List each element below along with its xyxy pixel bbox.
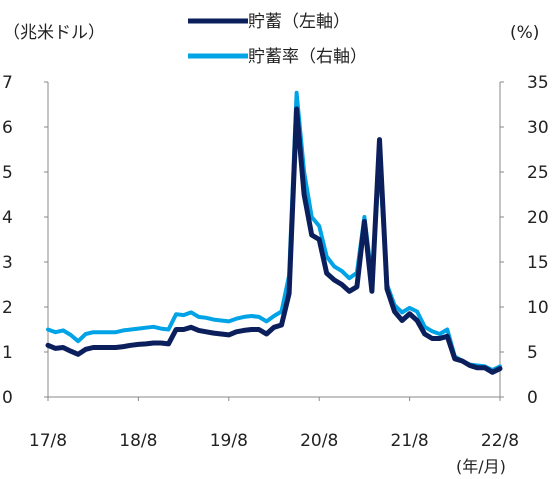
- y-right-tick-label: 30: [527, 118, 549, 138]
- y-left-tick-label: 5: [2, 163, 13, 183]
- series-line-savings-rate: [46, 90, 502, 372]
- x-ticks: 17/8 18/8 19/8 20/8 21/8 22/8: [29, 397, 519, 451]
- x-tick-label: 19/8: [210, 431, 248, 451]
- x-tick-label: 21/8: [391, 431, 429, 451]
- legend-label-savings: 貯蓄（左軸）: [248, 12, 350, 32]
- x-axis-unit-label: (年/月): [456, 457, 506, 476]
- legend: 貯蓄（左軸） 貯蓄率（右軸）: [188, 12, 367, 67]
- y-left-tick-label: 6: [2, 118, 13, 138]
- legend-label-savings-rate: 貯蓄率（右軸）: [248, 47, 367, 67]
- y-left-tick-label: 1: [2, 343, 13, 363]
- x-tick-label: 20/8: [300, 431, 338, 451]
- y-left-ticks: 0 1 2 3 4 5 6 7: [2, 73, 48, 408]
- series-line-savings: [45, 106, 503, 375]
- y-right-tick-label: 25: [527, 163, 549, 183]
- y-right-tick-label: 5: [527, 343, 538, 363]
- y-right-tick-label: 15: [527, 253, 549, 273]
- y-right-ticks: 0 5 10 15 20 25 30 35: [500, 73, 549, 408]
- y-right-tick-label: 10: [527, 298, 549, 318]
- y-left-tick-label: 4: [2, 208, 13, 228]
- y-left-tick-label: 3: [2, 253, 13, 273]
- x-tick-label: 22/8: [481, 431, 519, 451]
- y-left-tick-label: 2: [2, 298, 13, 318]
- y-right-axis-label: (%): [510, 23, 539, 43]
- y-left-tick-label: 7: [2, 73, 13, 93]
- y-right-tick-label: 35: [527, 73, 549, 93]
- series-layer: [45, 90, 503, 375]
- x-tick-label: 18/8: [119, 431, 157, 451]
- y-right-tick-label: 0: [527, 388, 538, 408]
- y-left-tick-label: 0: [2, 388, 13, 408]
- y-left-axis-label: （兆米ドル）: [3, 23, 105, 43]
- x-tick-label: 17/8: [29, 431, 67, 451]
- y-right-tick-label: 20: [527, 208, 549, 228]
